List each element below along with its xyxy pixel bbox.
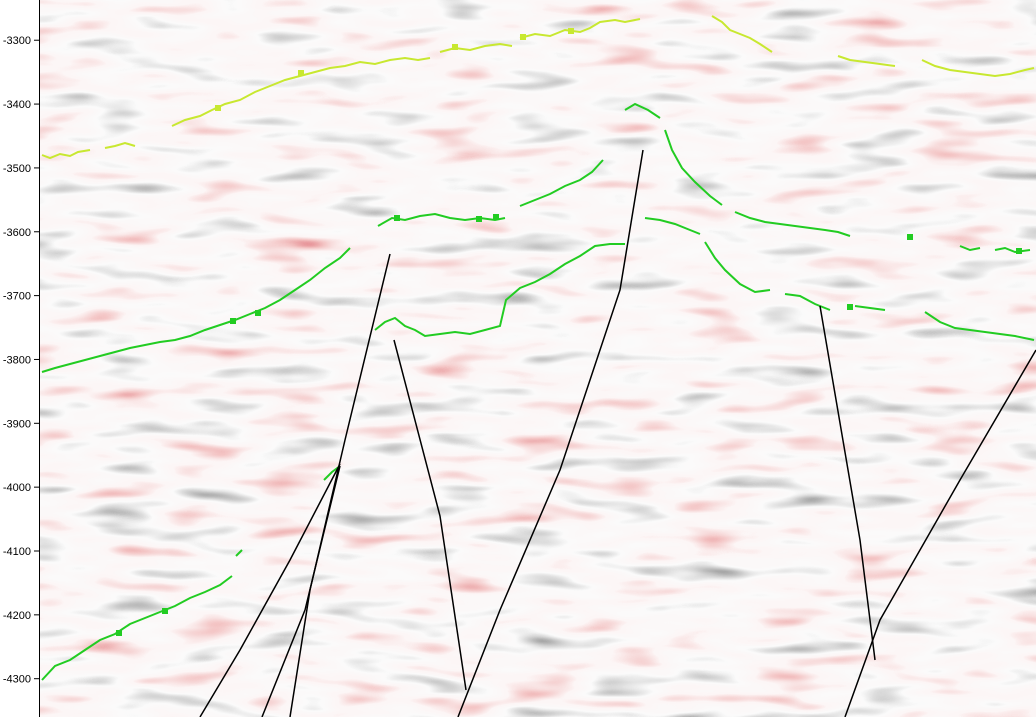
horizon-pick — [452, 44, 458, 50]
y-tick-label: -3600 — [3, 227, 31, 239]
horizon-lower-segment — [624, 102, 661, 119]
horizon-pick — [520, 34, 526, 40]
horizon-lower-segment — [994, 246, 1031, 254]
fault-line — [819, 305, 876, 661]
horizon-upper-segment — [837, 55, 896, 67]
horizon-upper-segment — [711, 15, 773, 53]
horizon-pick — [230, 318, 236, 324]
horizon-pick — [215, 105, 221, 111]
horizon-upper-segment — [921, 59, 1035, 78]
y-tick-label: -4000 — [3, 482, 31, 494]
horizon-lower-segment — [854, 305, 886, 311]
fault-line — [199, 463, 341, 717]
y-tick-label: -4100 — [3, 546, 31, 558]
horizon-pick — [116, 630, 122, 636]
horizon-pick — [298, 70, 304, 76]
horizon-lower-segment — [734, 211, 851, 237]
interpretation-overlay — [41, 15, 1036, 717]
fault-line — [457, 149, 644, 717]
horizon-pick — [493, 214, 499, 220]
horizon-lower-segment — [41, 575, 233, 681]
y-tick-label: -3400 — [3, 99, 31, 111]
y-tick-label: -3900 — [3, 418, 31, 430]
fault-line — [844, 349, 1036, 717]
horizon-upper-segment — [519, 18, 641, 39]
y-axis: -3300 -3400 -3500 -3600 -3700 -3800 -3900 -4000… — [3, 35, 40, 686]
horizon-lower-segment — [41, 247, 351, 373]
seismic-amplitude-field — [40, 0, 1036, 717]
y-tick-label: -3500 — [3, 163, 31, 175]
horizon-pick — [394, 215, 400, 221]
horizon-lower-segment — [959, 245, 981, 252]
y-tick-label: -3800 — [3, 354, 31, 366]
horizon-pick — [162, 608, 168, 614]
y-tick-label: -3300 — [3, 35, 31, 47]
horizon-pick — [1016, 248, 1022, 254]
horizon-lower-segment — [519, 159, 604, 207]
fault-line — [393, 339, 467, 691]
horizon-pick — [907, 234, 913, 240]
horizon-lower-segment — [784, 293, 831, 311]
horizon-pick — [255, 310, 261, 316]
horizon-lower-segment — [664, 129, 723, 206]
horizon-lower-segment — [374, 243, 625, 338]
y-tick-label: -4200 — [3, 610, 31, 622]
horizon-lower-segment — [704, 241, 771, 294]
horizon-lower-segment — [235, 549, 243, 557]
horizon-pick — [847, 304, 853, 310]
horizon-lower-segment — [644, 217, 701, 235]
y-tick-label: -3700 — [3, 291, 31, 303]
fault-line — [261, 465, 341, 717]
horizon-pick — [568, 28, 574, 34]
horizon-upper-segment — [41, 149, 91, 160]
horizon-pick — [476, 216, 482, 222]
horizon-lower-segment — [924, 311, 1035, 341]
y-tick-label: -4300 — [3, 674, 31, 686]
horizon-upper-segment — [104, 141, 136, 149]
